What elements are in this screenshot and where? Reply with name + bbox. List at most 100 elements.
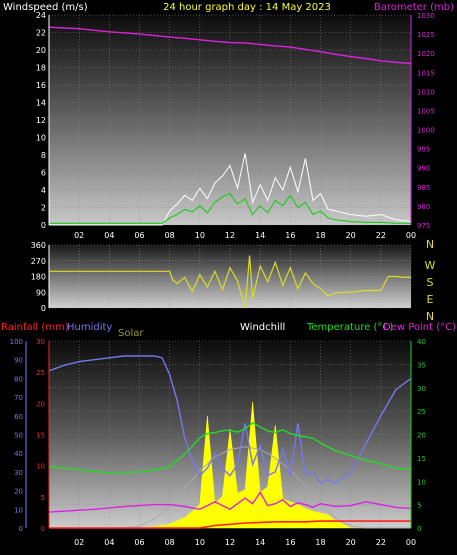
temp-time-tick-02: 02 xyxy=(74,538,84,547)
humidity-tick-50: 50 xyxy=(14,432,23,440)
wind-time-tick-22: 22 xyxy=(376,231,386,240)
rainfall-tick-30: 30 xyxy=(36,338,45,346)
theoretical-solar-line xyxy=(49,446,411,529)
windchill-axis-title: Windchill xyxy=(240,322,285,333)
wind-panel-grid xyxy=(49,14,412,226)
direction-tick-360: 360 xyxy=(31,241,46,250)
rainfall-axis: 0 5 10 15 20 25 30 xyxy=(36,338,45,533)
temp-time-tick-12: 12 xyxy=(225,538,235,547)
barometer-tick-1030: 1030 xyxy=(417,12,435,20)
windspeed-axis-title: Windspeed (m/s) xyxy=(3,2,88,13)
barometer-tick-985: 985 xyxy=(417,184,430,192)
wind-time-tick-08: 08 xyxy=(165,231,175,240)
barometer-tick-1000: 1000 xyxy=(417,127,435,135)
direction-tick-90: 90 xyxy=(36,288,46,297)
rainfall-tick-20: 20 xyxy=(36,400,45,408)
windspeed-tick-10: 10 xyxy=(36,134,46,143)
humidity-axis-title: Humidity xyxy=(67,322,112,333)
humidity-tick-30: 30 xyxy=(14,469,23,477)
temperature-tick-15: 15 xyxy=(417,455,426,463)
barometer-tick-990: 990 xyxy=(417,165,430,173)
barometer-tick-1010: 1010 xyxy=(417,88,435,96)
wind-panel-series xyxy=(48,26,412,226)
wind-average-line xyxy=(49,192,411,224)
wind-direction-line xyxy=(49,255,411,309)
humidity-tick-70: 70 xyxy=(14,394,23,402)
rainfall-tick-0: 0 xyxy=(41,525,45,533)
barometer-tick-1005: 1005 xyxy=(417,107,435,115)
humidity-tick-60: 60 xyxy=(14,413,23,421)
barometer-axis: 975 980 985 990 995 1000 1005 1010 1015 1020 1025 1… xyxy=(417,12,435,230)
temperature-tick-30: 30 xyxy=(417,385,426,393)
temperature-tick-0: 0 xyxy=(417,525,421,533)
rainfall-tick-15: 15 xyxy=(36,432,45,440)
windspeed-tick-24: 24 xyxy=(36,11,46,20)
direction-panel-grid xyxy=(49,244,412,309)
graph-title: 24 hour graph day : 14 May 2023 xyxy=(163,2,331,13)
humidity-tick-0: 0 xyxy=(19,525,23,533)
temperature-tick-40: 40 xyxy=(417,338,426,346)
temperature-tick-35: 35 xyxy=(417,361,426,369)
humidity-tick-80: 80 xyxy=(14,375,23,383)
wind-time-tick-20: 20 xyxy=(346,231,356,240)
wind-time-tick-16: 16 xyxy=(285,231,295,240)
windspeed-tick-16: 16 xyxy=(36,81,46,90)
dewpoint-axis-title: Dew Point (°C) xyxy=(383,322,456,333)
temperature-tick-20: 20 xyxy=(417,432,426,440)
windspeed-tick-22: 22 xyxy=(36,29,46,38)
temperature-tick-10: 10 xyxy=(417,478,426,486)
direction-tick-0: 0 xyxy=(41,304,46,313)
windspeed-tick-12: 12 xyxy=(36,116,46,125)
temp-time-tick-06: 06 xyxy=(134,538,144,547)
dewpoint-line xyxy=(48,491,412,513)
temp-time-axis: 02 04 06 08 10 12 14 16 18 20 22 00 xyxy=(74,538,416,547)
rainfall-axis-title: Rainfall (mm) xyxy=(1,322,69,333)
temp-time-tick-08: 08 xyxy=(165,538,175,547)
barometer-tick-975: 975 xyxy=(417,222,430,230)
windspeed-tick-2: 2 xyxy=(41,204,46,213)
direction-tick-180: 180 xyxy=(31,273,46,282)
compass-letter: N xyxy=(426,238,434,251)
wind-time-tick-14: 14 xyxy=(255,231,265,240)
compass-letter: N xyxy=(426,310,434,323)
temperature-tick-5: 5 xyxy=(417,502,421,510)
humidity-tick-20: 20 xyxy=(14,488,23,496)
windspeed-tick-20: 20 xyxy=(36,46,46,55)
wind-time-tick-12: 12 xyxy=(225,231,235,240)
windspeed-tick-6: 6 xyxy=(41,169,46,178)
barometer-tick-980: 980 xyxy=(417,203,430,211)
solar-axis-title: Solar xyxy=(118,328,144,339)
humidity-tick-90: 90 xyxy=(14,357,23,365)
direction-series xyxy=(49,255,411,309)
windspeed-tick-8: 8 xyxy=(41,151,46,160)
temp-time-tick-16: 16 xyxy=(285,538,295,547)
barometer-tick-1015: 1015 xyxy=(417,69,435,77)
wind-time-tick-06: 06 xyxy=(134,231,144,240)
temperature-line xyxy=(48,421,412,474)
wind-time-axis: 02 04 06 08 10 12 14 16 18 20 22 00 xyxy=(74,231,416,240)
temperature-axis: 0 5 10 15 20 25 30 35 40 xyxy=(417,338,426,533)
wind-time-tick-18: 18 xyxy=(315,231,325,240)
temp-panel-series xyxy=(48,355,412,529)
temp-time-tick-18: 18 xyxy=(315,538,325,547)
wind-time-tick-02: 02 xyxy=(74,231,84,240)
direction-tick-270: 270 xyxy=(31,257,46,266)
windspeed-tick-4: 4 xyxy=(41,186,46,195)
temp-time-tick-00: 00 xyxy=(406,538,416,547)
humidity-tick-40: 40 xyxy=(14,450,23,458)
compass-letter: S xyxy=(427,276,434,289)
windspeed-tick-18: 18 xyxy=(36,64,46,73)
windspeed-tick-14: 14 xyxy=(36,99,46,108)
rainfall-line xyxy=(49,520,411,529)
rainfall-tick-25: 25 xyxy=(36,369,45,377)
humidity-line xyxy=(48,355,412,484)
temp-time-tick-22: 22 xyxy=(376,538,386,547)
temperature-tick-25: 25 xyxy=(417,408,426,416)
direction-axis: 0 90 180 270 360 xyxy=(31,241,46,313)
humidity-axis: 0 10 20 30 40 50 60 70 80 90 100 xyxy=(10,338,23,533)
barometer-tick-995: 995 xyxy=(417,146,430,154)
compass-letter: W xyxy=(425,259,436,272)
